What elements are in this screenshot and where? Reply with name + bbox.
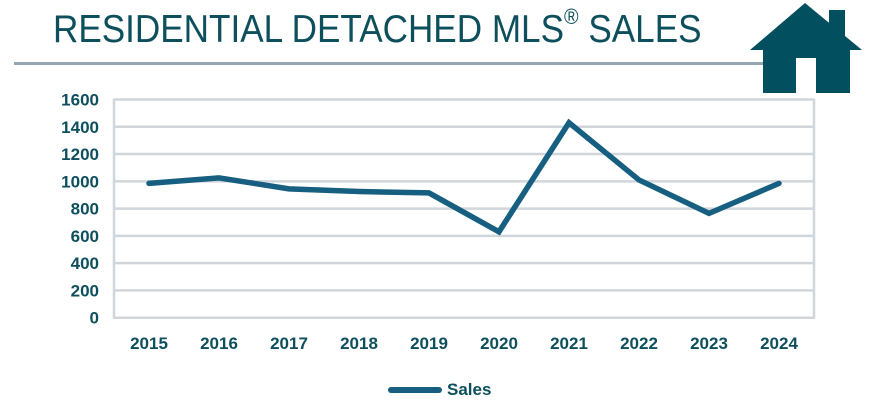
legend-label-sales: Sales	[447, 380, 492, 399]
y-tick-label: 200	[71, 281, 99, 300]
x-axis-ticks: 2015 2016 2017 2018 2019 2020 2021 2022 2023 2024	[130, 334, 798, 353]
x-tick-label: 2015	[130, 334, 168, 353]
series-sales	[146, 118, 782, 236]
house-icon	[750, 3, 862, 94]
house-roof	[750, 3, 862, 50]
legend-line-swatch	[388, 387, 442, 393]
gridlines	[112, 98, 816, 319]
y-tick-label: 0	[90, 309, 99, 328]
y-tick-label: 1400	[61, 118, 99, 137]
house-door	[796, 58, 816, 94]
x-tick-label: 2016	[200, 334, 238, 353]
x-tick-label: 2018	[340, 334, 378, 353]
y-tick-label: 600	[71, 227, 99, 246]
y-tick-label: 1000	[61, 172, 99, 191]
x-tick-label: 2022	[620, 334, 658, 353]
legend: Sales	[388, 378, 491, 402]
registered-mark: ®	[564, 4, 579, 29]
x-tick-label: 2019	[410, 334, 448, 353]
y-axis-ticks: 0 200 400 600 800 1000 1200 1400 1600	[61, 91, 99, 328]
title-suffix: SALES	[578, 8, 702, 51]
x-tick-label: 2017	[270, 334, 308, 353]
x-tick-label: 2024	[760, 334, 798, 353]
title-divider	[14, 62, 764, 65]
title-text: RESIDENTIAL DETACHED MLS	[53, 8, 565, 51]
y-tick-label: 400	[71, 254, 99, 273]
x-tick-label: 2021	[550, 334, 588, 353]
y-tick-label: 1600	[61, 91, 99, 110]
y-tick-label: 1200	[61, 145, 99, 164]
series-line-sales	[146, 118, 782, 236]
chart-title: RESIDENTIAL DETACHED MLS® SALES	[53, 4, 702, 52]
x-tick-label: 2023	[690, 334, 728, 353]
x-tick-label: 2020	[480, 334, 518, 353]
y-tick-label: 800	[71, 200, 99, 219]
